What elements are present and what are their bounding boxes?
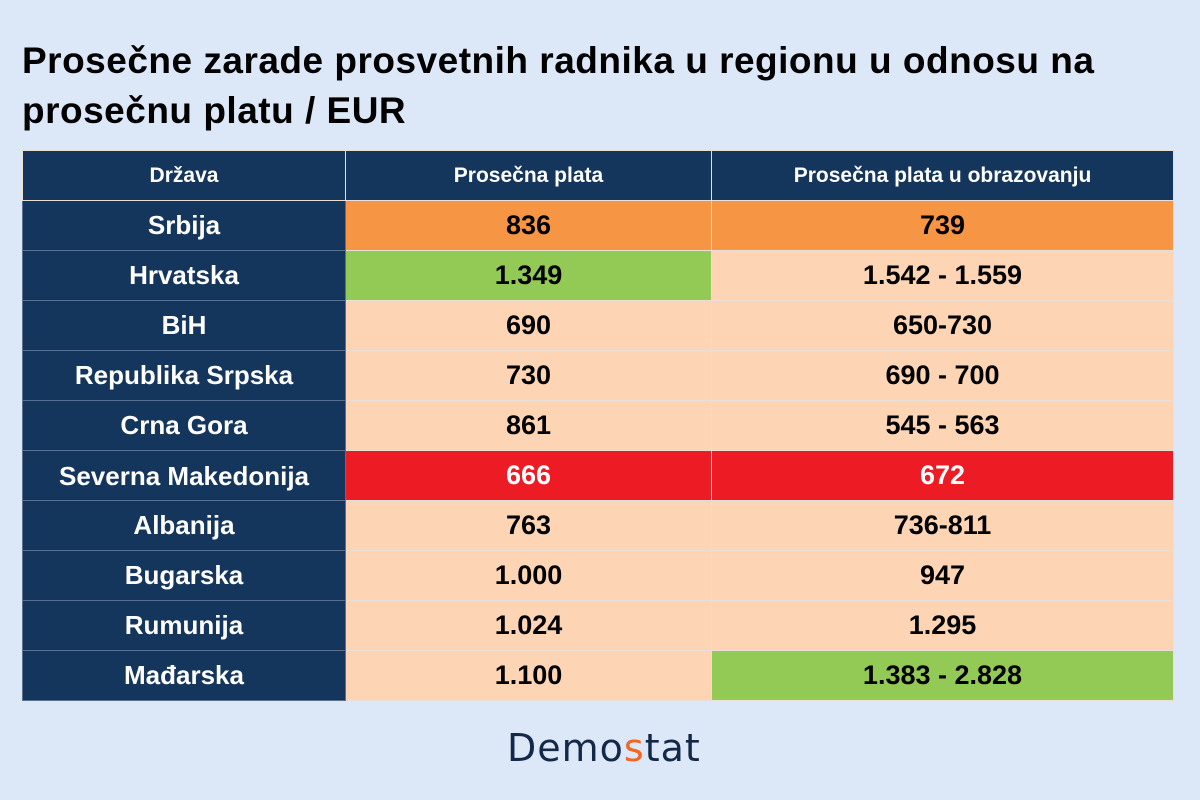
salary-table: Država Prosečna plata Prosečna plata u o… [22, 150, 1174, 701]
table-row: Severna Makedonija 666 672 [22, 450, 1174, 501]
edu-cell: 650-730 [711, 300, 1174, 351]
table-row: Republika Srpska 730 690 - 700 [22, 350, 1174, 401]
table-row: BiH 690 650-730 [22, 300, 1174, 351]
country-label: Severna Makedonija [59, 460, 309, 491]
edu-cell: 1.295 [711, 600, 1174, 651]
logo-part1: Demo [507, 726, 624, 770]
edu-cell: 545 - 563 [711, 400, 1174, 451]
edu-cell: 947 [711, 550, 1174, 601]
country-cell: Albanija [22, 500, 346, 551]
table-row: Mađarska 1.100 1.383 - 2.828 [22, 650, 1174, 701]
avg-cell: 861 [345, 400, 712, 451]
table-row: Hrvatska 1.349 1.542 - 1.559 [22, 250, 1174, 301]
avg-cell: 730 [345, 350, 712, 401]
country-cell: Mađarska [22, 650, 346, 701]
avg-cell: 1.349 [345, 250, 712, 301]
table-row: Bugarska 1.000 947 [22, 550, 1174, 601]
demostat-logo: Demostat [507, 726, 701, 770]
avg-cell: 666 [345, 450, 712, 501]
country-cell: BiH [22, 300, 346, 351]
edu-cell: 1.542 - 1.559 [711, 250, 1174, 301]
country-cell: Rumunija [22, 600, 346, 651]
logo-highlight: s [623, 726, 645, 770]
chart-title: Prosečne zarade prosvetnih radnika u reg… [22, 40, 1095, 131]
table-row: Srbija 836 739 [22, 200, 1174, 251]
header-avg: Prosečna plata [345, 150, 712, 201]
country-cell: Srbija [22, 200, 346, 251]
country-cell: Severna Makedonija [22, 450, 346, 501]
edu-cell: 739 [711, 200, 1174, 251]
avg-cell: 1.024 [345, 600, 712, 651]
table-row: Albanija 763 736-811 [22, 500, 1174, 551]
avg-cell: 836 [345, 200, 712, 251]
edu-cell: 672 [711, 450, 1174, 501]
header-country: Država [22, 150, 346, 201]
edu-cell: 1.383 - 2.828 [711, 650, 1174, 701]
country-cell: Crna Gora [22, 400, 346, 451]
edu-cell: 736-811 [711, 500, 1174, 551]
avg-cell: 1.000 [345, 550, 712, 601]
country-cell: Republika Srpska [22, 350, 346, 401]
country-cell: Hrvatska [22, 250, 346, 301]
logo-part2: tat [644, 726, 701, 770]
avg-cell: 690 [345, 300, 712, 351]
country-cell: Bugarska [22, 550, 346, 601]
header-edu: Prosečna plata u obrazovanju [711, 150, 1174, 201]
edu-cell: 690 - 700 [711, 350, 1174, 401]
table-row: Rumunija 1.024 1.295 [22, 600, 1174, 651]
table-row: Crna Gora 861 545 - 563 [22, 400, 1174, 451]
header-row: Država Prosečna plata Prosečna plata u o… [22, 150, 1174, 201]
avg-cell: 1.100 [345, 650, 712, 701]
avg-cell: 763 [345, 500, 712, 551]
